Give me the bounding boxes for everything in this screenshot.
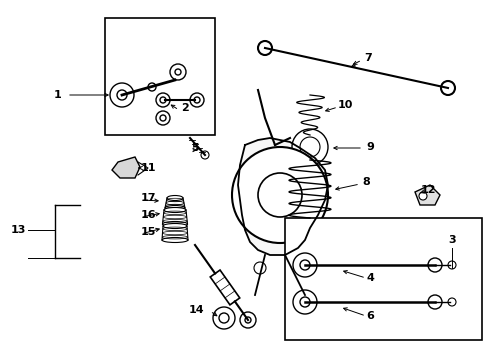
Circle shape xyxy=(175,69,181,75)
Polygon shape xyxy=(112,157,140,178)
Circle shape xyxy=(418,192,426,200)
Text: 3: 3 xyxy=(447,235,455,245)
Text: 1: 1 xyxy=(54,90,62,100)
Ellipse shape xyxy=(167,195,183,201)
Text: 7: 7 xyxy=(364,53,371,63)
Text: 9: 9 xyxy=(366,142,373,152)
Circle shape xyxy=(219,313,228,323)
Circle shape xyxy=(156,111,170,125)
Circle shape xyxy=(160,115,165,121)
Text: 10: 10 xyxy=(337,100,352,110)
Circle shape xyxy=(117,90,127,100)
Circle shape xyxy=(160,97,165,103)
Circle shape xyxy=(253,262,265,274)
Circle shape xyxy=(213,307,235,329)
Ellipse shape xyxy=(163,207,185,212)
Circle shape xyxy=(240,312,256,328)
Circle shape xyxy=(291,129,327,165)
Text: 15: 15 xyxy=(140,227,155,237)
Circle shape xyxy=(299,260,309,270)
Circle shape xyxy=(190,93,203,107)
Text: 4: 4 xyxy=(366,273,373,283)
Circle shape xyxy=(258,173,302,217)
Circle shape xyxy=(244,317,250,323)
Text: 12: 12 xyxy=(419,185,435,195)
Circle shape xyxy=(299,297,309,307)
Circle shape xyxy=(110,83,134,107)
Ellipse shape xyxy=(163,224,186,229)
Circle shape xyxy=(285,262,297,274)
Circle shape xyxy=(299,137,319,157)
Bar xyxy=(285,218,481,340)
Circle shape xyxy=(170,64,185,80)
Polygon shape xyxy=(414,185,439,205)
Circle shape xyxy=(194,97,200,103)
Circle shape xyxy=(148,83,156,91)
Circle shape xyxy=(440,81,454,95)
Circle shape xyxy=(258,41,271,55)
Text: 11: 11 xyxy=(140,163,156,173)
Circle shape xyxy=(427,295,441,309)
Text: 17: 17 xyxy=(140,193,156,203)
Ellipse shape xyxy=(162,221,187,226)
Polygon shape xyxy=(210,270,239,305)
Circle shape xyxy=(292,253,316,277)
Circle shape xyxy=(447,298,455,306)
Bar xyxy=(105,18,215,135)
Text: 16: 16 xyxy=(140,210,156,220)
Circle shape xyxy=(427,258,441,272)
Ellipse shape xyxy=(164,206,184,211)
Circle shape xyxy=(447,261,455,269)
Polygon shape xyxy=(238,138,327,255)
Circle shape xyxy=(156,93,170,107)
Text: 5: 5 xyxy=(191,143,199,153)
Text: 13: 13 xyxy=(10,225,26,235)
Ellipse shape xyxy=(162,238,187,243)
Circle shape xyxy=(231,147,327,243)
Text: 6: 6 xyxy=(366,311,373,321)
Circle shape xyxy=(292,290,316,314)
Text: 8: 8 xyxy=(362,177,369,187)
Text: 14: 14 xyxy=(188,305,203,315)
Text: 2: 2 xyxy=(181,103,188,113)
Circle shape xyxy=(201,151,208,159)
